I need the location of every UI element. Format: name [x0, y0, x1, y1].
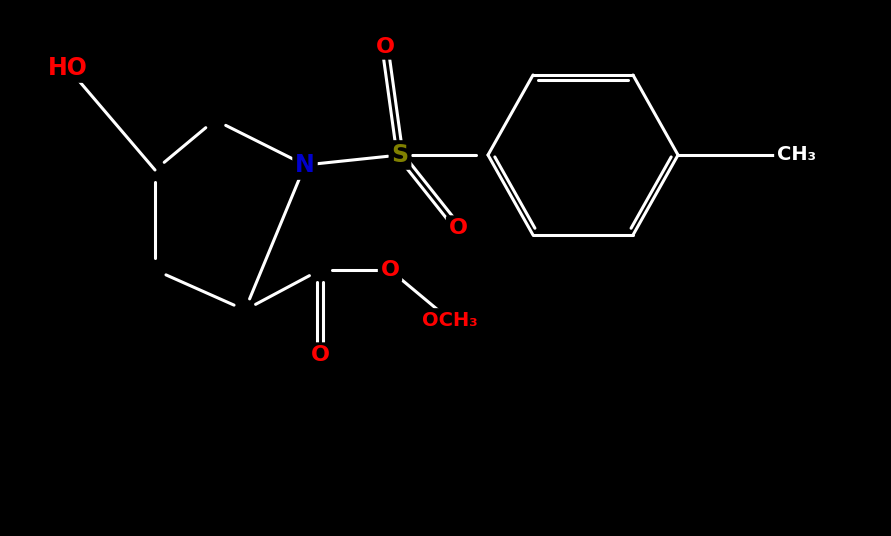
Text: O: O: [375, 37, 395, 57]
Text: O: O: [380, 260, 399, 280]
Text: O: O: [448, 218, 468, 238]
Text: CH₃: CH₃: [776, 145, 815, 165]
Text: OCH₃: OCH₃: [422, 310, 478, 330]
Text: S: S: [391, 143, 409, 167]
Text: N: N: [295, 153, 315, 177]
Text: HO: HO: [48, 56, 88, 80]
Text: O: O: [310, 345, 330, 365]
